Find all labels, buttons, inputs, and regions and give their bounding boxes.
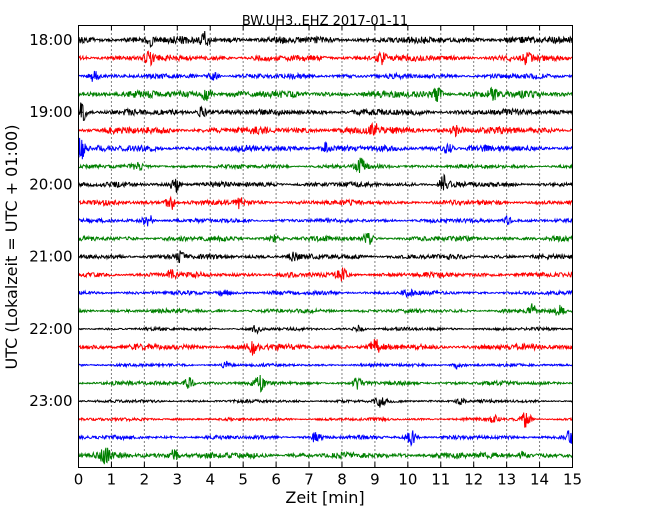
trace-1915	[78, 121, 573, 138]
x-tick-label: 0	[74, 471, 84, 489]
trace-2145	[78, 303, 573, 316]
trace-2015	[78, 195, 573, 210]
x-tick-label: 3	[173, 471, 183, 489]
y-tick-label: 19:00	[29, 103, 72, 121]
chart-title: BW.UH3..EHZ 2017-01-11	[242, 14, 408, 29]
x-tick-label: 11	[431, 471, 450, 489]
trace-2030	[78, 215, 573, 227]
trace-1845	[78, 86, 573, 102]
x-tick-label: 14	[530, 471, 549, 489]
x-tick-label: 1	[107, 471, 117, 489]
trace-2000	[78, 173, 573, 194]
x-tick-label: 6	[271, 471, 281, 489]
x-tick-label: 15	[563, 471, 582, 489]
x-tick-label: 12	[464, 471, 483, 489]
x-axis-label: Zeit [min]	[285, 488, 364, 507]
x-tick-label: 2	[140, 471, 150, 489]
y-tick-label: 22:00	[29, 320, 72, 338]
x-tick-label: 8	[337, 471, 347, 489]
trace-1800	[78, 31, 573, 49]
trace-2200	[78, 324, 573, 335]
trace-1945	[78, 157, 573, 174]
trace-2300	[78, 397, 573, 408]
trace-1900	[78, 102, 573, 121]
trace-2115	[78, 267, 573, 282]
plot-frame	[78, 25, 573, 468]
trace-1930	[78, 137, 573, 160]
traces	[78, 31, 573, 465]
x-tick-label: 5	[238, 471, 248, 489]
trace-2230	[78, 360, 573, 370]
trace-2330	[78, 430, 573, 447]
y-tick-label: 23:00	[29, 392, 72, 410]
trace-2315	[78, 412, 573, 428]
trace-1830	[78, 70, 573, 82]
trace-2215	[78, 338, 573, 356]
y-axis-label: UTC (Lokalzeit = UTC + 01:00)	[2, 125, 21, 370]
y-tick-label: 18:00	[29, 31, 72, 49]
trace-2045	[78, 232, 573, 245]
gridlines	[110, 25, 541, 468]
x-tick-label: 10	[398, 471, 417, 489]
axis-ticks: 0 1 2 3 4 5 6 7 8 9 10 11 12 13 14 1518:0019:0020:0021:…	[29, 25, 582, 489]
trace-2130	[78, 288, 573, 298]
x-tick-label: 13	[497, 471, 516, 489]
y-tick-label: 20:00	[29, 175, 72, 193]
x-tick-label: 7	[304, 471, 314, 489]
x-tick-label: 4	[205, 471, 215, 489]
trace-2245	[78, 374, 573, 393]
trace-1815	[78, 50, 573, 67]
trace-2100	[78, 250, 573, 264]
trace-2345	[78, 447, 573, 465]
x-tick-label: 9	[370, 471, 380, 489]
y-tick-label: 21:00	[29, 248, 72, 266]
